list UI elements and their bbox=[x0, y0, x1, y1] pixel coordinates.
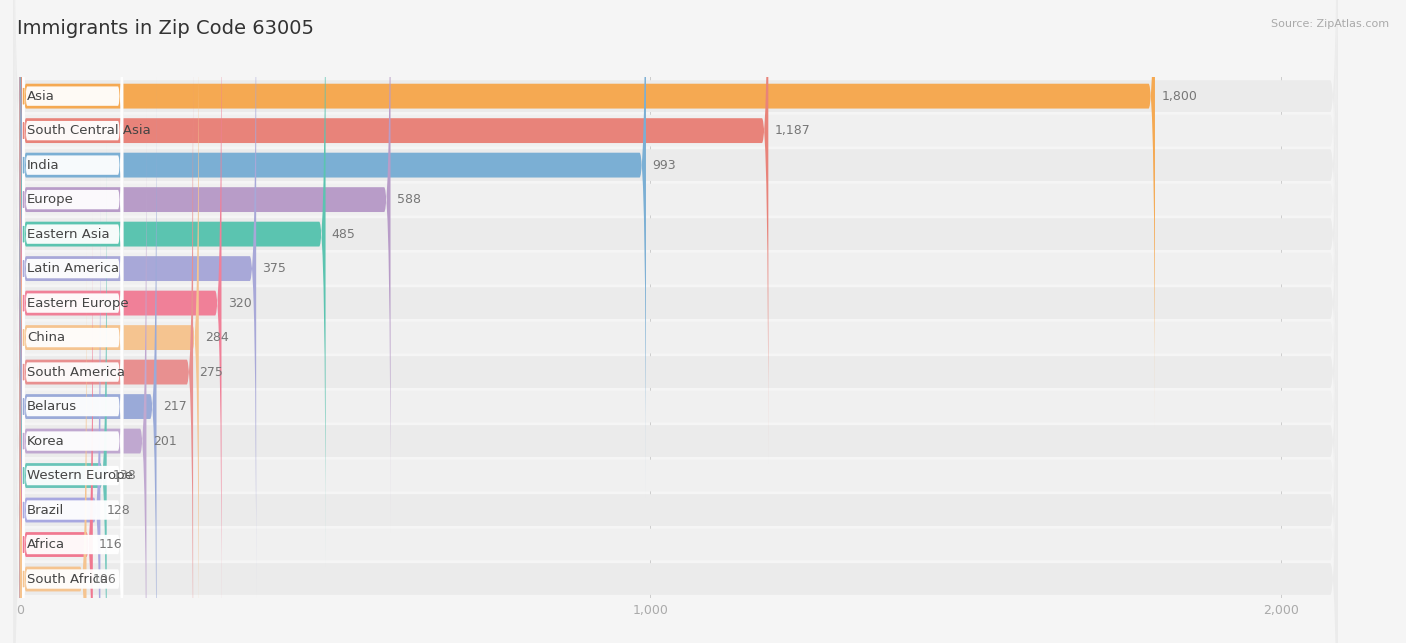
FancyBboxPatch shape bbox=[13, 0, 1339, 597]
FancyBboxPatch shape bbox=[22, 278, 124, 643]
Text: 588: 588 bbox=[396, 193, 420, 206]
FancyBboxPatch shape bbox=[22, 244, 124, 643]
FancyBboxPatch shape bbox=[22, 175, 124, 643]
FancyBboxPatch shape bbox=[13, 0, 1339, 632]
Text: Eastern Asia: Eastern Asia bbox=[27, 228, 110, 240]
Text: Western Europe: Western Europe bbox=[27, 469, 132, 482]
FancyBboxPatch shape bbox=[13, 147, 1339, 643]
FancyBboxPatch shape bbox=[13, 112, 1339, 643]
FancyBboxPatch shape bbox=[20, 0, 768, 463]
FancyBboxPatch shape bbox=[13, 0, 1339, 529]
FancyBboxPatch shape bbox=[13, 8, 1339, 643]
FancyBboxPatch shape bbox=[13, 0, 1339, 643]
FancyBboxPatch shape bbox=[22, 3, 124, 535]
FancyBboxPatch shape bbox=[20, 0, 326, 566]
Text: 375: 375 bbox=[263, 262, 287, 275]
Text: Belarus: Belarus bbox=[27, 400, 77, 413]
Text: 128: 128 bbox=[107, 503, 131, 516]
FancyBboxPatch shape bbox=[20, 5, 198, 643]
FancyBboxPatch shape bbox=[20, 143, 107, 643]
FancyBboxPatch shape bbox=[20, 109, 146, 643]
Text: Eastern Europe: Eastern Europe bbox=[27, 296, 128, 309]
FancyBboxPatch shape bbox=[20, 212, 93, 643]
Text: 116: 116 bbox=[98, 538, 122, 551]
Text: Source: ZipAtlas.com: Source: ZipAtlas.com bbox=[1271, 19, 1389, 30]
Text: 1,187: 1,187 bbox=[775, 124, 810, 137]
FancyBboxPatch shape bbox=[22, 37, 124, 569]
Text: South Africa: South Africa bbox=[27, 572, 108, 586]
Text: Europe: Europe bbox=[27, 193, 73, 206]
FancyBboxPatch shape bbox=[22, 0, 124, 431]
Text: China: China bbox=[27, 331, 65, 344]
FancyBboxPatch shape bbox=[20, 40, 193, 643]
FancyBboxPatch shape bbox=[22, 140, 124, 643]
FancyBboxPatch shape bbox=[20, 0, 1154, 429]
FancyBboxPatch shape bbox=[22, 71, 124, 604]
FancyBboxPatch shape bbox=[22, 0, 124, 397]
Text: 201: 201 bbox=[153, 435, 177, 448]
FancyBboxPatch shape bbox=[22, 0, 124, 500]
FancyBboxPatch shape bbox=[20, 177, 100, 643]
Text: 1,800: 1,800 bbox=[1161, 89, 1197, 103]
Text: 320: 320 bbox=[228, 296, 252, 309]
FancyBboxPatch shape bbox=[22, 312, 124, 643]
Text: 275: 275 bbox=[200, 366, 224, 379]
FancyBboxPatch shape bbox=[13, 0, 1339, 494]
Text: Latin America: Latin America bbox=[27, 262, 120, 275]
FancyBboxPatch shape bbox=[22, 209, 124, 643]
FancyBboxPatch shape bbox=[13, 0, 1339, 643]
FancyBboxPatch shape bbox=[20, 0, 645, 498]
FancyBboxPatch shape bbox=[13, 43, 1339, 643]
Text: Korea: Korea bbox=[27, 435, 65, 448]
FancyBboxPatch shape bbox=[13, 0, 1339, 563]
FancyBboxPatch shape bbox=[20, 0, 256, 601]
Text: South America: South America bbox=[27, 366, 125, 379]
FancyBboxPatch shape bbox=[13, 181, 1339, 643]
Text: 993: 993 bbox=[652, 159, 676, 172]
FancyBboxPatch shape bbox=[22, 0, 124, 363]
FancyBboxPatch shape bbox=[20, 74, 156, 643]
FancyBboxPatch shape bbox=[13, 0, 1339, 643]
FancyBboxPatch shape bbox=[13, 78, 1339, 643]
Text: 217: 217 bbox=[163, 400, 187, 413]
FancyBboxPatch shape bbox=[20, 246, 87, 643]
Text: South Central Asia: South Central Asia bbox=[27, 124, 150, 137]
FancyBboxPatch shape bbox=[13, 0, 1339, 643]
Text: Immigrants in Zip Code 63005: Immigrants in Zip Code 63005 bbox=[17, 19, 314, 39]
FancyBboxPatch shape bbox=[20, 0, 222, 635]
FancyBboxPatch shape bbox=[22, 0, 124, 466]
Text: India: India bbox=[27, 159, 59, 172]
Text: 138: 138 bbox=[112, 469, 136, 482]
Text: 485: 485 bbox=[332, 228, 356, 240]
FancyBboxPatch shape bbox=[22, 106, 124, 638]
Text: Brazil: Brazil bbox=[27, 503, 65, 516]
FancyBboxPatch shape bbox=[20, 0, 391, 532]
Text: 106: 106 bbox=[93, 572, 117, 586]
Text: 284: 284 bbox=[205, 331, 229, 344]
Text: Africa: Africa bbox=[27, 538, 65, 551]
Text: Asia: Asia bbox=[27, 89, 55, 103]
